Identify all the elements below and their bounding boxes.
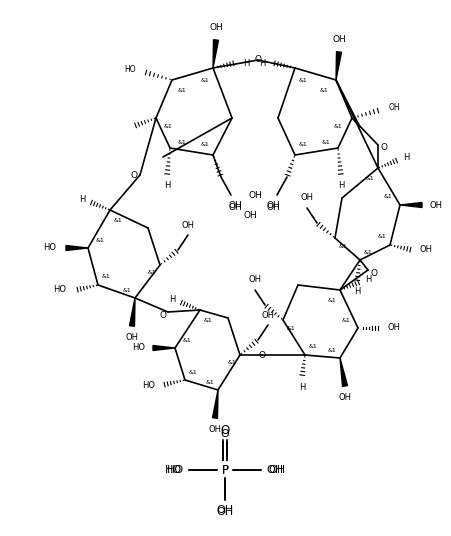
Text: H: H (169, 295, 175, 304)
Text: OH: OH (228, 203, 242, 212)
Text: OH: OH (228, 200, 242, 210)
Text: &1: &1 (299, 78, 308, 83)
Text: &1: &1 (178, 87, 186, 93)
Text: OH: OH (387, 324, 400, 332)
Text: OH: OH (267, 465, 284, 475)
Text: OH: OH (388, 103, 400, 113)
Text: O: O (254, 56, 262, 64)
Text: &1: &1 (320, 87, 328, 93)
Text: &1: &1 (201, 78, 209, 83)
Text: &1: &1 (114, 218, 122, 222)
Text: HO: HO (133, 344, 146, 353)
Text: &1: &1 (308, 345, 318, 349)
Text: OH: OH (125, 333, 138, 343)
Text: O: O (160, 310, 166, 319)
Text: OH: OH (243, 211, 257, 220)
Text: H: H (365, 276, 371, 285)
Text: &1: &1 (341, 317, 350, 323)
Text: H: H (258, 58, 265, 68)
Text: OH: OH (266, 203, 280, 212)
Text: &1: &1 (299, 143, 308, 147)
Text: &1: &1 (164, 123, 172, 129)
Text: &1: &1 (287, 325, 295, 331)
Text: OH: OH (249, 276, 262, 285)
Polygon shape (336, 52, 341, 80)
Text: OH: OH (248, 190, 262, 199)
Text: &1: &1 (123, 287, 131, 293)
Text: &1: &1 (384, 195, 392, 199)
Polygon shape (400, 203, 422, 207)
Text: H: H (403, 153, 409, 162)
Text: &1: &1 (364, 249, 373, 255)
Text: H: H (338, 182, 344, 190)
Text: &1: &1 (203, 317, 212, 323)
Text: O: O (221, 423, 230, 436)
Text: OH: OH (339, 393, 351, 403)
Text: &1: &1 (322, 140, 331, 145)
Polygon shape (66, 245, 88, 250)
Text: O: O (371, 269, 377, 278)
Text: &1: &1 (327, 297, 336, 302)
Text: H: H (243, 58, 249, 68)
Text: &1: &1 (147, 271, 156, 276)
Text: &1: &1 (327, 347, 336, 353)
Text: &1: &1 (178, 140, 186, 145)
Text: OH: OH (181, 220, 194, 229)
Text: H: H (299, 383, 305, 391)
Text: H: H (164, 182, 170, 190)
Text: &1: &1 (201, 143, 209, 147)
Text: &1: &1 (377, 235, 387, 240)
Text: HO: HO (165, 465, 182, 475)
Text: OH: OH (208, 426, 221, 435)
Text: HO: HO (124, 65, 136, 75)
Text: HO: HO (143, 381, 156, 390)
Text: O: O (258, 351, 266, 360)
Text: HO: HO (43, 243, 56, 252)
Text: HO: HO (166, 465, 184, 475)
Text: OH: OH (216, 507, 234, 517)
Text: P: P (221, 465, 228, 475)
Text: OH: OH (429, 200, 442, 210)
Text: OH: OH (266, 200, 280, 210)
Text: &1: &1 (339, 243, 347, 249)
Text: OH: OH (209, 24, 223, 33)
Text: OH: OH (300, 193, 313, 203)
Text: &1: &1 (183, 338, 191, 343)
Text: H: H (79, 196, 85, 205)
Polygon shape (213, 40, 218, 68)
Text: OH: OH (216, 505, 234, 515)
Text: H: H (354, 287, 360, 296)
Polygon shape (212, 390, 218, 418)
Polygon shape (129, 298, 135, 326)
Text: OH: OH (332, 35, 346, 44)
Text: &1: &1 (189, 369, 198, 375)
Polygon shape (153, 346, 175, 351)
Text: OH: OH (262, 310, 275, 319)
Polygon shape (340, 358, 347, 386)
Text: OH: OH (268, 465, 285, 475)
Text: &1: &1 (228, 361, 236, 366)
Text: HO: HO (54, 286, 66, 294)
Text: O: O (221, 429, 230, 439)
Text: &1: &1 (206, 379, 214, 384)
Text: &1: &1 (96, 237, 104, 242)
Text: O: O (130, 170, 138, 180)
Text: P: P (221, 464, 229, 477)
Text: O: O (381, 144, 387, 153)
Text: OH: OH (419, 245, 433, 255)
Text: &1: &1 (366, 175, 374, 181)
Text: &1: &1 (334, 123, 342, 129)
Text: &1: &1 (101, 274, 110, 279)
